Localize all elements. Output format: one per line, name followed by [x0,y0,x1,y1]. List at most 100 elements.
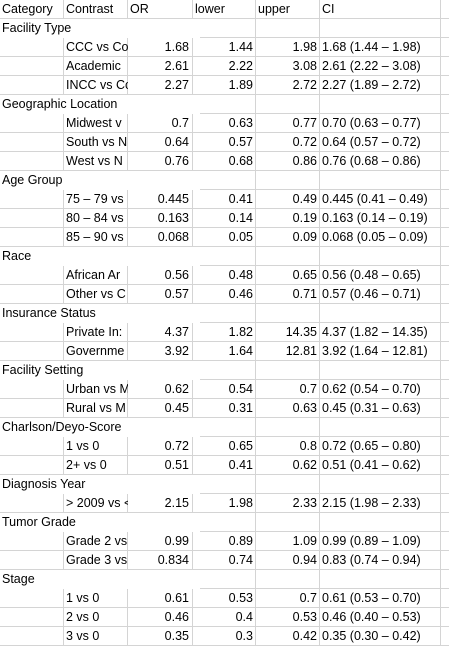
upper-cell[interactable]: 0.42 [292,629,317,643]
category-cell[interactable] [0,456,64,475]
group-label-cell[interactable]: Geographic Location [0,95,200,114]
upper-cell[interactable]: 14.35 [285,325,317,339]
contrast-cell[interactable]: Midwest v [66,116,122,130]
upper-cell[interactable]: 0.62 [292,458,317,472]
category-cell[interactable] [0,627,64,646]
contrast-cell[interactable]: Academic [66,59,121,73]
or-cell[interactable]: 0.068 [157,230,189,244]
upper-cell[interactable]: 0.63 [292,401,317,415]
category-cell[interactable] [0,589,64,608]
or-cell[interactable]: 2.61 [164,59,189,73]
ci-cell[interactable]: 0.72 (0.65 – 0.80) [322,439,421,453]
lower-cell[interactable]: 1.82 [228,325,253,339]
ci-cell[interactable]: 0.46 (0.40 – 0.53) [322,610,421,624]
or-cell[interactable]: 4.37 [164,325,189,339]
or-cell[interactable]: 0.64 [164,135,189,149]
or-cell[interactable]: 3.92 [164,344,189,358]
or-cell[interactable]: 0.7 [171,116,189,130]
ci-cell[interactable]: 0.64 (0.57 – 0.72) [322,135,421,149]
category-cell[interactable] [0,114,64,133]
lower-cell[interactable]: 0.54 [228,382,253,396]
contrast-cell[interactable]: 3 vs 0 [66,629,100,643]
category-cell[interactable] [0,190,64,209]
upper-cell[interactable]: 0.94 [292,553,317,567]
category-cell[interactable] [0,133,64,152]
or-cell[interactable]: 0.445 [157,192,189,206]
upper-cell[interactable]: 0.65 [292,268,317,282]
or-cell[interactable]: 0.99 [164,534,189,548]
group-label-cell[interactable]: Stage [0,570,200,589]
ci-cell[interactable]: 2.15 (1.98 – 2.33) [322,496,421,510]
or-cell[interactable]: 2.15 [164,496,189,510]
lower-cell[interactable]: 0.57 [228,135,253,149]
ci-cell[interactable]: 0.61 (0.53 – 0.70) [322,591,421,605]
lower-cell[interactable]: 0.74 [228,553,253,567]
category-cell[interactable] [0,608,64,627]
upper-cell[interactable]: 0.49 [292,192,317,206]
upper-cell[interactable]: 0.8 [299,439,317,453]
category-cell[interactable] [0,437,64,456]
lower-cell[interactable]: 0.31 [228,401,253,415]
group-label-cell[interactable]: Charlson/Deyo-Score [0,418,200,437]
upper-cell[interactable]: 3.08 [292,59,317,73]
group-label-cell[interactable]: Facility Setting [0,361,200,380]
category-cell[interactable] [0,76,64,95]
contrast-cell[interactable]: 2 vs 0 [66,610,100,624]
ci-cell[interactable]: 0.45 (0.31 – 0.63) [322,401,421,415]
lower-cell[interactable]: 0.48 [228,268,253,282]
lower-cell[interactable]: 0.41 [228,458,253,472]
or-cell[interactable]: 0.834 [157,553,189,567]
or-cell[interactable]: 0.62 [164,382,189,396]
contrast-cell[interactable]: Grade 2 vs [66,534,128,548]
header-ci[interactable]: CI [322,2,335,16]
ci-cell[interactable]: 4.37 (1.82 – 14.35) [322,325,428,339]
ci-cell[interactable]: 0.76 (0.68 – 0.86) [322,154,421,168]
contrast-cell[interactable]: West vs N [66,154,123,168]
category-cell[interactable] [0,209,64,228]
or-cell[interactable]: 0.72 [164,439,189,453]
ci-cell[interactable]: 0.163 (0.14 – 0.19) [322,211,428,225]
lower-cell[interactable]: 0.05 [228,230,253,244]
ci-cell[interactable]: 0.56 (0.48 – 0.65) [322,268,421,282]
category-cell[interactable] [0,380,64,399]
header-contrast[interactable]: Contrast [66,2,114,16]
or-cell[interactable]: 0.35 [164,629,189,643]
lower-cell[interactable]: 0.53 [228,591,253,605]
upper-cell[interactable]: 0.19 [292,211,317,225]
upper-cell[interactable]: 1.98 [292,40,317,54]
upper-cell[interactable]: 0.53 [292,610,317,624]
contrast-cell[interactable]: South vs N [66,135,128,149]
lower-cell[interactable]: 1.98 [228,496,253,510]
group-label-cell[interactable]: Diagnosis Year [0,475,200,494]
category-cell[interactable] [0,551,64,570]
ci-cell[interactable]: 1.68 (1.44 – 1.98) [322,40,421,54]
contrast-cell[interactable]: Rural vs M [66,401,126,415]
ci-cell[interactable]: 0.51 (0.41 – 0.62) [322,458,421,472]
contrast-cell[interactable]: 80 – 84 vs [66,211,124,225]
upper-cell[interactable]: 0.71 [292,287,317,301]
or-cell[interactable]: 0.57 [164,287,189,301]
or-cell[interactable]: 0.45 [164,401,189,415]
upper-cell[interactable]: 1.09 [292,534,317,548]
contrast-cell[interactable]: INCC vs Cc [66,78,128,92]
contrast-cell[interactable]: > 2009 vs < [66,496,128,510]
category-cell[interactable] [0,285,64,304]
upper-cell[interactable]: 0.09 [292,230,317,244]
ci-cell[interactable]: 0.57 (0.46 – 0.71) [322,287,421,301]
upper-cell[interactable]: 0.7 [299,591,317,605]
or-cell[interactable]: 0.61 [164,591,189,605]
contrast-cell[interactable]: Grade 3 vs [66,553,128,567]
contrast-cell[interactable]: 1 vs 0 [66,591,100,605]
lower-cell[interactable]: 0.41 [228,192,253,206]
contrast-cell[interactable]: 2+ vs 0 [66,458,107,472]
lower-cell[interactable]: 2.22 [228,59,253,73]
ci-cell[interactable]: 0.99 (0.89 – 1.09) [322,534,421,548]
group-label-cell[interactable]: Tumor Grade [0,513,200,532]
ci-cell[interactable]: 0.068 (0.05 – 0.09) [322,230,428,244]
ci-cell[interactable]: 0.35 (0.30 – 0.42) [322,629,421,643]
contrast-cell[interactable]: African Ar [66,268,121,282]
contrast-cell[interactable]: Private In: [66,325,123,339]
category-cell[interactable] [0,323,64,342]
upper-cell[interactable]: 0.7 [299,382,317,396]
upper-cell[interactable]: 12.81 [285,344,317,358]
